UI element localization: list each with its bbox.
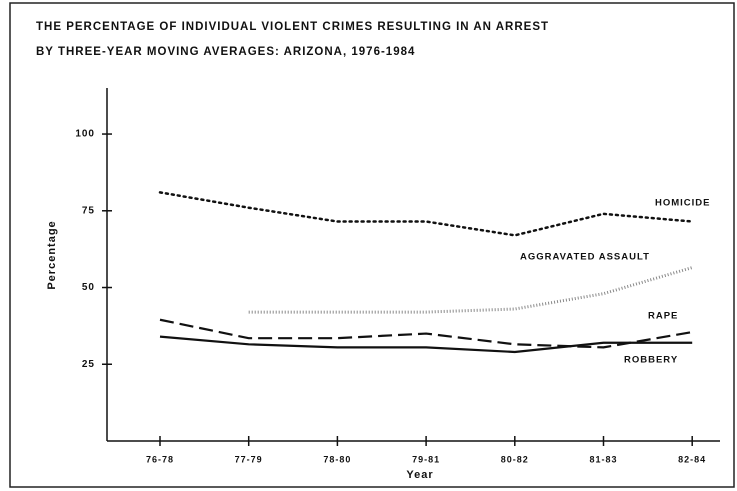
series-line bbox=[248, 266, 693, 314]
x-tick-label: 79-81 bbox=[412, 454, 440, 464]
y-axis-label: Percentage bbox=[46, 220, 58, 289]
series-line bbox=[158, 191, 694, 237]
series-label: ROBBERY bbox=[624, 355, 678, 366]
x-tick-label: 81-83 bbox=[589, 454, 617, 464]
frame bbox=[9, 2, 735, 488]
y-tick-label: 75 bbox=[82, 205, 95, 216]
x-tick-label: 80-82 bbox=[501, 454, 529, 464]
series-label: HOMICIDE bbox=[655, 198, 711, 209]
chart-title: THE PERCENTAGE OF INDIVIDUAL VIOLENT CRI… bbox=[36, 21, 549, 33]
y-tick-label: 100 bbox=[75, 129, 95, 140]
x-tick-label: 82-84 bbox=[678, 454, 706, 464]
series-label: RAPE bbox=[648, 311, 678, 322]
x-tick-label: 77-79 bbox=[235, 454, 263, 464]
series-label: AGGRAVATED ASSAULT bbox=[520, 252, 650, 263]
x-axis-label: Year bbox=[406, 469, 433, 481]
series-line bbox=[159, 335, 693, 354]
series-line bbox=[159, 318, 693, 349]
x-tick-label: 78-80 bbox=[323, 454, 351, 464]
x-tick-label: 76-78 bbox=[146, 454, 174, 464]
chart-subtitle: BY THREE-YEAR MOVING AVERAGES: ARIZONA, … bbox=[36, 46, 415, 58]
y-tick-label: 25 bbox=[82, 359, 95, 370]
y-tick-label: 50 bbox=[82, 282, 95, 293]
